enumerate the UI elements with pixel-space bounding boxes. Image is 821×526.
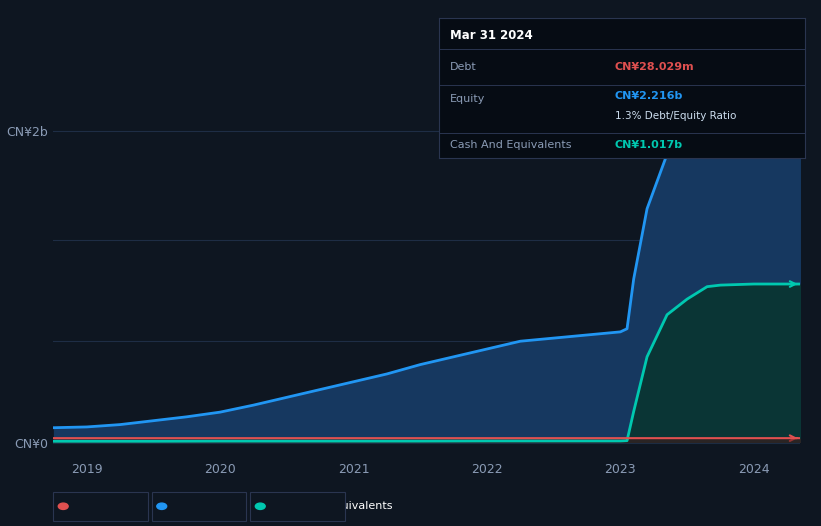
Text: Equity: Equity	[172, 501, 208, 511]
Text: Debt: Debt	[74, 501, 101, 511]
Text: Cash And Equivalents: Cash And Equivalents	[450, 140, 571, 150]
Text: CN¥2.216b: CN¥2.216b	[615, 92, 683, 102]
Text: Equity: Equity	[450, 94, 485, 104]
Text: CN¥1.017b: CN¥1.017b	[615, 140, 683, 150]
Text: Cash And Equivalents: Cash And Equivalents	[271, 501, 392, 511]
Text: Debt: Debt	[450, 62, 477, 72]
Text: Mar 31 2024: Mar 31 2024	[450, 28, 533, 42]
Text: CN¥28.029m: CN¥28.029m	[615, 62, 695, 72]
Text: 1.3% Debt/Equity Ratio: 1.3% Debt/Equity Ratio	[615, 111, 736, 121]
